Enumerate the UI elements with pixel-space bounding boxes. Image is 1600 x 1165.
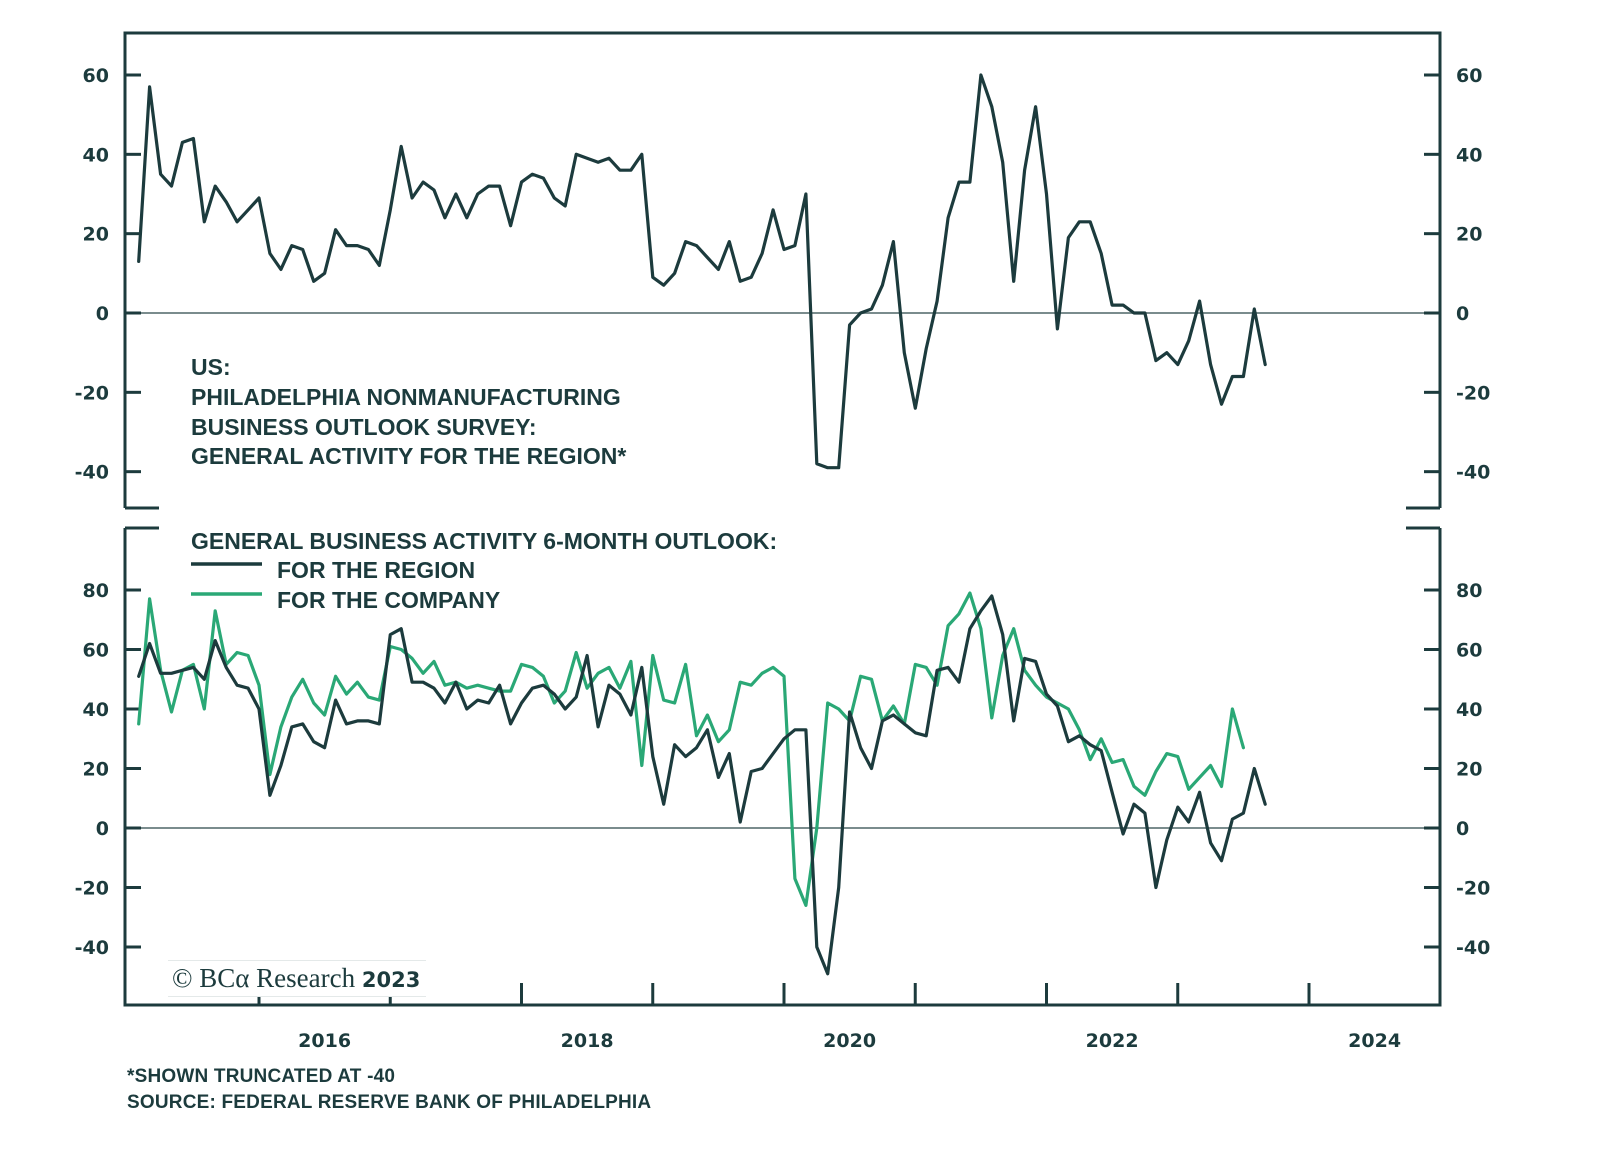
bottom-y-axis: -40 -40 -20 -20 0 0 20 20 40 40 60 60 80 80 bbox=[75, 580, 1491, 959]
top-ytick-label-right: 60 bbox=[1456, 65, 1482, 87]
top-ytick-label-left: 20 bbox=[83, 224, 109, 246]
footnote-truncation: *SHOWN TRUNCATED AT -40 bbox=[127, 1066, 396, 1087]
footnote-source: SOURCE: FEDERAL RESERVE BANK OF PHILADEL… bbox=[127, 1092, 652, 1113]
legend-label-company: FOR THE COMPANY bbox=[277, 587, 500, 613]
bottom-ytick-label-right: 40 bbox=[1456, 699, 1482, 721]
top-title-line-2: PHILADELPHIA NONMANUFACTURING bbox=[191, 384, 621, 410]
bottom-ytick-label-left: 60 bbox=[83, 640, 109, 662]
x-tick-label: 2016 bbox=[298, 1030, 351, 1052]
top-panel-title: US: PHILADELPHIA NONMANUFACTURING BUSINE… bbox=[191, 354, 626, 469]
bottom-series-line-for-the-region bbox=[137, 594, 1267, 976]
bottom-ytick-label-right: 0 bbox=[1456, 818, 1469, 840]
bottom-title: GENERAL BUSINESS ACTIVITY 6-MONTH OUTLOO… bbox=[191, 528, 777, 554]
top-ytick-label-right: -20 bbox=[1456, 382, 1490, 404]
bottom-ytick-label-left: 20 bbox=[83, 759, 109, 781]
bottom-ytick-label-right: 80 bbox=[1456, 580, 1482, 602]
top-ytick-label-right: 0 bbox=[1456, 303, 1469, 325]
copyright-text: © BCα Research bbox=[172, 963, 356, 993]
bottom-ytick-label-left: 80 bbox=[83, 580, 109, 602]
bottom-ytick-label-right: 20 bbox=[1456, 759, 1482, 781]
top-ytick-label-left: 40 bbox=[83, 144, 109, 166]
bottom-ytick-label-left: -40 bbox=[75, 937, 109, 959]
top-ytick-label-right: -40 bbox=[1456, 462, 1490, 484]
copyright-year: 2023 bbox=[361, 968, 421, 992]
bottom-plot-area bbox=[137, 591, 1267, 976]
top-plot-area bbox=[137, 73, 1267, 470]
bottom-series-line-for-the-company bbox=[137, 591, 1246, 908]
top-title-line-4: GENERAL ACTIVITY FOR THE REGION* bbox=[191, 443, 626, 469]
top-y-axis: -40 -40 -20 -20 0 0 20 20 40 40 60 60 bbox=[75, 65, 1491, 484]
top-ytick-label-left: 60 bbox=[83, 65, 109, 87]
x-tick-label: 2018 bbox=[561, 1030, 614, 1052]
top-ytick-label-left: -20 bbox=[75, 382, 109, 404]
legend-label-region: FOR THE REGION bbox=[277, 557, 475, 583]
top-ytick-label-right: 20 bbox=[1456, 224, 1482, 246]
copyright-watermark: © BCα Research 2023 bbox=[168, 960, 427, 997]
top-title-line-3: BUSINESS OUTLOOK SURVEY: bbox=[191, 414, 536, 440]
top-ytick-label-left: -40 bbox=[75, 462, 109, 484]
x-tick-label: 2020 bbox=[823, 1030, 876, 1052]
top-ytick-label-right: 40 bbox=[1456, 144, 1482, 166]
x-tick-label: 2024 bbox=[1348, 1030, 1401, 1052]
bottom-ytick-label-right: 60 bbox=[1456, 640, 1482, 662]
x-axis: 2016 2018 2020 2022 2024 bbox=[257, 983, 1401, 1052]
top-panel-frame bbox=[123, 31, 1442, 510]
top-series-line-general-activity-for-the-region bbox=[137, 73, 1267, 470]
bottom-panel-legend: GENERAL BUSINESS ACTIVITY 6-MONTH OUTLOO… bbox=[191, 528, 777, 613]
top-ytick-label-left: 0 bbox=[96, 303, 109, 325]
bottom-ytick-label-left: 40 bbox=[83, 699, 109, 721]
top-frame-outline bbox=[123, 31, 1442, 508]
bottom-ytick-label-left: -20 bbox=[75, 878, 109, 900]
top-title-line-1: US: bbox=[191, 354, 231, 380]
bottom-ytick-label-left: 0 bbox=[96, 818, 109, 840]
x-tick-label: 2022 bbox=[1086, 1030, 1139, 1052]
bottom-ytick-label-right: -40 bbox=[1456, 937, 1490, 959]
bottom-ytick-label-right: -20 bbox=[1456, 878, 1490, 900]
